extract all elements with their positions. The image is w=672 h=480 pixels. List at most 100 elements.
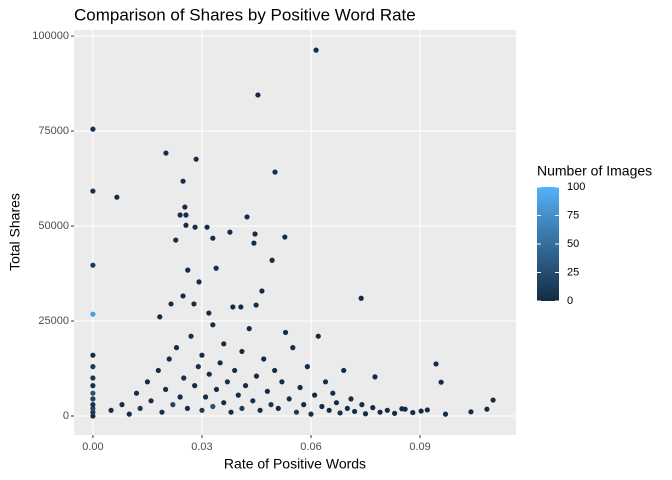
point [168, 301, 174, 307]
point [438, 379, 444, 385]
point [206, 310, 212, 316]
point [148, 398, 154, 404]
point [253, 302, 259, 308]
point [484, 406, 490, 412]
point [370, 405, 376, 411]
point [275, 405, 281, 412]
point [362, 411, 369, 417]
point [344, 405, 350, 412]
point [319, 403, 325, 410]
point [322, 379, 329, 385]
legend-title: Number of Images [537, 163, 652, 179]
point [213, 386, 220, 393]
point [182, 204, 188, 210]
point [326, 407, 332, 413]
point [252, 231, 258, 237]
point [490, 397, 496, 403]
point [206, 371, 212, 377]
point [90, 402, 96, 408]
point [195, 364, 201, 370]
point [126, 411, 132, 417]
point [238, 304, 244, 310]
point [304, 364, 310, 370]
point [384, 407, 390, 413]
colorbar-label: 0 [567, 295, 573, 307]
y-tick-label: 50000 [38, 220, 69, 232]
y-tick-label: 25000 [38, 315, 69, 327]
point [272, 169, 278, 175]
y-tick-label: 0 [63, 410, 69, 422]
point [90, 375, 96, 381]
point [185, 267, 191, 273]
point [210, 403, 216, 410]
point [90, 126, 96, 132]
point [199, 407, 205, 413]
point [210, 322, 216, 328]
point [90, 383, 96, 389]
point [333, 400, 340, 406]
point [312, 392, 318, 398]
y-tick-label: 100000 [32, 30, 69, 42]
point [442, 411, 449, 417]
point [297, 384, 303, 391]
point [90, 352, 96, 358]
point [173, 345, 180, 351]
point [359, 402, 365, 408]
point [163, 150, 169, 156]
point [239, 348, 245, 355]
point [114, 194, 120, 200]
point [210, 235, 216, 241]
point [348, 396, 354, 402]
point [213, 265, 219, 271]
point [424, 407, 430, 413]
x-tick-label: 0.06 [300, 441, 321, 453]
point [90, 396, 96, 402]
point [255, 92, 261, 98]
point [183, 212, 189, 218]
point [188, 333, 194, 339]
point [235, 392, 241, 398]
point [282, 234, 288, 240]
point [159, 409, 165, 415]
point [192, 224, 198, 230]
point [341, 367, 347, 374]
point [268, 402, 274, 408]
point [204, 224, 210, 230]
point [196, 279, 202, 285]
point [282, 329, 289, 336]
point [261, 356, 267, 362]
point [251, 240, 257, 246]
point [358, 295, 364, 301]
point [399, 406, 405, 412]
point [155, 367, 161, 374]
point [108, 407, 114, 413]
point [217, 360, 223, 366]
point [313, 47, 319, 53]
point [90, 262, 96, 268]
point [246, 326, 252, 332]
point [180, 293, 186, 299]
point [90, 390, 96, 396]
point [230, 304, 236, 310]
point [192, 383, 198, 389]
point [157, 314, 163, 320]
point [90, 311, 96, 317]
y-tick-label: 75000 [38, 125, 69, 137]
chart-title: Comparison of Shares by Positive Word Ra… [74, 5, 416, 24]
point [352, 408, 358, 415]
point [239, 405, 245, 412]
point [119, 402, 125, 408]
point [372, 374, 378, 380]
point [162, 386, 169, 393]
point [468, 409, 474, 415]
point [290, 345, 296, 351]
point [177, 394, 183, 400]
point [286, 396, 292, 402]
point [170, 402, 176, 408]
point [177, 212, 183, 218]
point [180, 178, 186, 184]
point [257, 407, 263, 413]
point [221, 341, 227, 347]
point [337, 410, 343, 416]
